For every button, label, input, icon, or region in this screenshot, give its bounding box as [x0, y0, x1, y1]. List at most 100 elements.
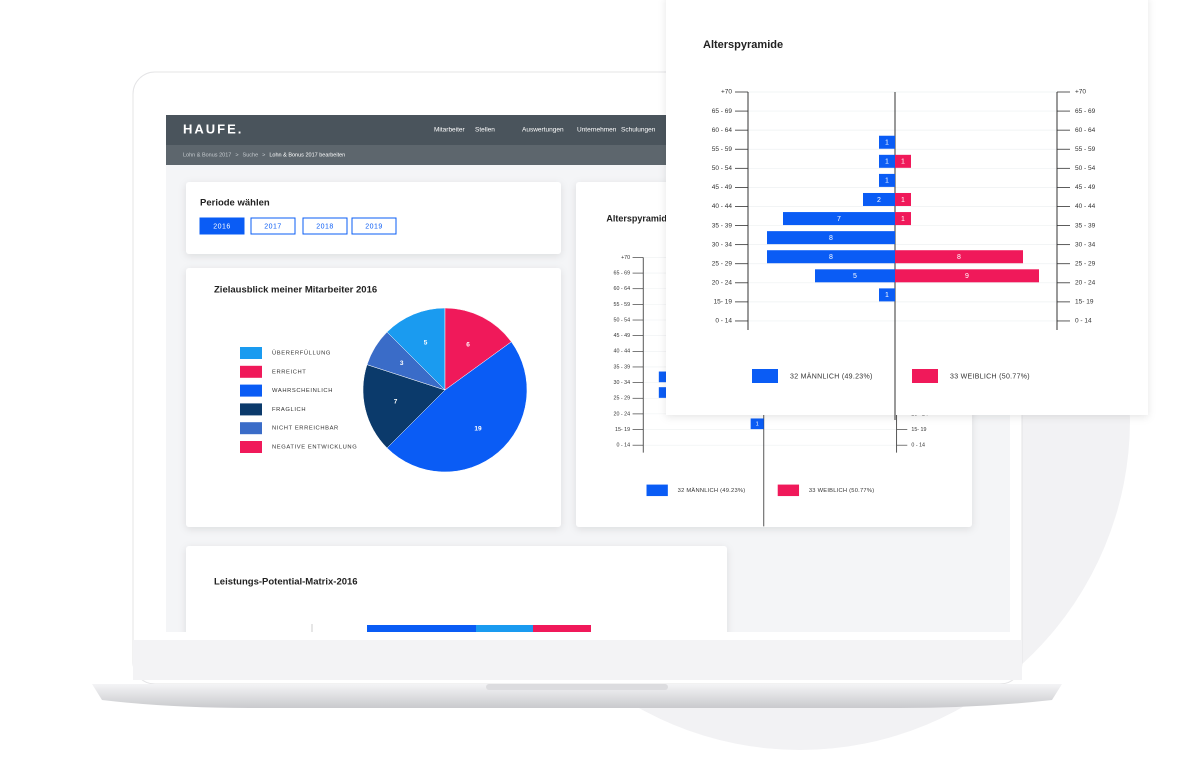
- pie-value-label: 5: [424, 340, 428, 347]
- y-tick-label: 20 - 24: [1075, 280, 1096, 287]
- y-tick-label: 50 - 54: [1075, 165, 1096, 172]
- y-tick-label: 0 - 14: [616, 443, 630, 449]
- y-tick-label: 35 - 39: [1075, 222, 1096, 229]
- y-tick-label: 25 - 29: [614, 396, 631, 402]
- period-button-label[interactable]: 2019: [365, 223, 383, 230]
- y-tick-label: 45 - 49: [712, 184, 733, 191]
- y-tick-label: 40 - 44: [614, 349, 631, 355]
- period-button-label[interactable]: 2018: [316, 223, 334, 230]
- pyramid-title: Alterspyramide: [703, 39, 783, 51]
- legend-swatch: [912, 369, 938, 383]
- y-tick-label: 0 - 14: [1075, 318, 1092, 325]
- matrix-bar-fragment: [476, 625, 533, 632]
- legend-label: NEGATIVE ENTWICKLUNG: [272, 445, 357, 451]
- bar-value-label: 2: [877, 197, 881, 204]
- y-tick-label: 15- 19: [714, 299, 733, 306]
- pyramid-title: Alterspyramide: [606, 213, 672, 223]
- y-tick-label: 55 - 59: [614, 302, 631, 308]
- legend-label: NICHT ERREICHBAR: [272, 426, 339, 432]
- nav-item[interactable]: Auswertungen: [522, 127, 564, 134]
- period-button[interactable]: [250, 217, 296, 235]
- legend-swatch: [240, 384, 262, 397]
- nav-item[interactable]: Mitarbeiter: [434, 127, 466, 134]
- pyramid-bar: [750, 418, 764, 430]
- y-tick-label: +70: [721, 89, 732, 96]
- nav-item[interactable]: Unternehmen: [577, 127, 617, 134]
- laptop-bezel: [133, 640, 1022, 680]
- y-tick-label: 45 - 49: [1075, 184, 1096, 191]
- pyramid-bar: [895, 212, 911, 226]
- bar-value-label: 1: [901, 197, 905, 204]
- pie-value-label: 6: [466, 341, 470, 348]
- bar-value-label: 8: [829, 235, 833, 242]
- y-tick-label: 60 - 64: [1075, 127, 1096, 134]
- y-tick-label: +70: [1075, 89, 1086, 96]
- bar-value-label: 1: [885, 140, 889, 147]
- pyramid-popup: [666, 0, 1148, 415]
- legend-label: 32 MÄNNLICH (49.23%): [678, 487, 746, 494]
- y-tick-label: 0 - 14: [911, 443, 925, 449]
- bar-value-label: 1: [756, 422, 759, 428]
- y-tick-label: 40 - 44: [712, 203, 733, 210]
- bar-value-label: 7: [837, 216, 841, 223]
- y-tick-label: 60 - 64: [614, 286, 631, 292]
- pyramid-bar: [895, 250, 1023, 264]
- bar-value-label: 1: [885, 159, 889, 166]
- bar-value-label: 8: [829, 254, 833, 261]
- bar-value-label: 1: [885, 292, 889, 299]
- matrix-card: [186, 546, 727, 632]
- bar-value-label: 1: [901, 216, 905, 223]
- legend-swatch: [240, 347, 262, 359]
- y-tick-label: 30 - 34: [1075, 241, 1096, 248]
- breadcrumb-item[interactable]: Lohn & Bonus 2017: [183, 152, 231, 158]
- bar-value-label: 1: [885, 178, 889, 185]
- legend-label: FRAGLICH: [272, 407, 306, 413]
- y-tick-label: 30 - 34: [712, 241, 733, 248]
- matrix-bar-fragment: [533, 625, 591, 632]
- pyramid-bar: [783, 212, 895, 226]
- period-button-label[interactable]: 2016: [213, 223, 231, 230]
- pyramid-bar: [879, 288, 895, 302]
- period-title: Periode wählen: [200, 198, 270, 209]
- legend-swatch: [646, 484, 668, 497]
- pyramid-bar: [767, 231, 895, 245]
- breadcrumb-item[interactable]: Suche: [243, 152, 259, 158]
- pyramid-bar: [815, 269, 895, 283]
- y-tick-label: 45 - 49: [614, 333, 631, 339]
- y-tick-label: 20 - 24: [712, 280, 733, 287]
- pie-slice: [362, 364, 446, 449]
- y-tick-label: 55 - 59: [712, 146, 733, 153]
- bar-value-label: 9: [965, 273, 969, 280]
- y-tick-label: 55 - 59: [1075, 146, 1096, 153]
- nav-item[interactable]: Schulungen: [621, 127, 656, 134]
- y-tick-label: 25 - 29: [712, 260, 733, 267]
- y-tick-label: 15- 19: [911, 427, 926, 433]
- period-button[interactable]: [351, 217, 397, 235]
- period-button[interactable]: [199, 217, 245, 235]
- pie-slice: [366, 331, 446, 391]
- period-button[interactable]: [302, 217, 348, 235]
- pyramid-bar: [895, 192, 911, 206]
- matrix-title: Leistungs-Potential-Matrix-2016: [214, 577, 358, 588]
- period-button-label[interactable]: 2017: [264, 223, 282, 230]
- y-tick-label: 20 - 24: [614, 411, 631, 417]
- y-tick-label: 50 - 54: [614, 317, 631, 323]
- pie-title: Zielausblick meiner Mitarbeiter 2016: [214, 285, 377, 296]
- pyramid-bar: [895, 154, 911, 168]
- legend-swatch: [240, 365, 262, 378]
- nav-item[interactable]: Stellen: [475, 127, 495, 134]
- bar-value-label: 8: [957, 254, 961, 261]
- matrix-bar-fragment: [421, 625, 476, 632]
- y-tick-label: 65 - 69: [1075, 108, 1096, 115]
- legend-swatch: [752, 369, 778, 383]
- y-tick-label: 30 - 34: [614, 380, 631, 386]
- y-tick-label: 0 - 14: [715, 318, 732, 325]
- pie-value-label: 7: [394, 399, 398, 406]
- y-tick-label: 25 - 29: [1075, 260, 1096, 267]
- legend-swatch: [777, 484, 800, 497]
- legend-label: ERREICHT: [272, 369, 306, 375]
- pie-slice: [386, 341, 528, 473]
- y-tick-label: 50 - 54: [712, 165, 733, 172]
- pyramid-bar: [895, 269, 1039, 283]
